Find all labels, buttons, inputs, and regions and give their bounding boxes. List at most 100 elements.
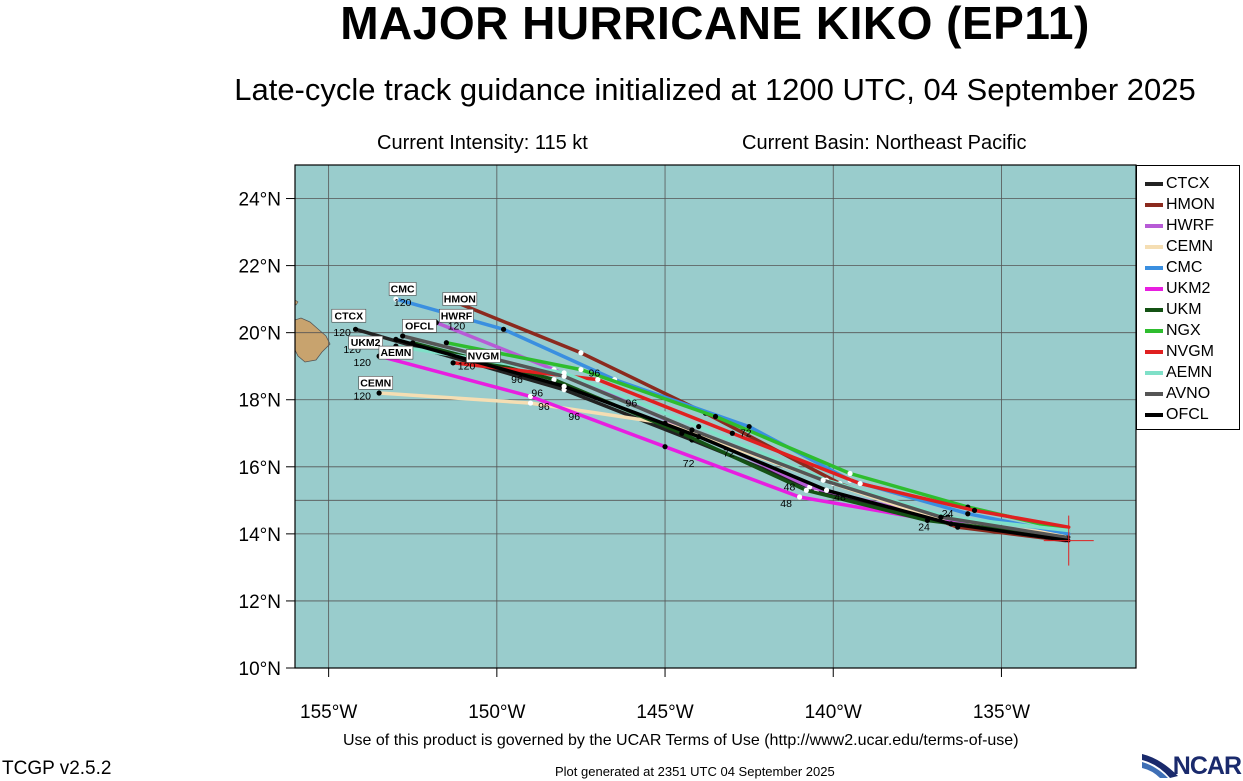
legend-item-cemn: CEMN: [1145, 237, 1213, 257]
lat-tick-label: 10°N: [239, 659, 281, 680]
model-end-label-box: [439, 308, 474, 323]
legend-item-aemn: AEMN: [1145, 363, 1212, 383]
legend-swatch: [1145, 371, 1163, 375]
forecast-point: [578, 350, 584, 356]
legend-item-ukm2: UKM2: [1145, 279, 1210, 299]
forecast-point: [393, 296, 399, 302]
forecast-point: [803, 487, 809, 493]
forecast-hour-label: 72: [683, 458, 695, 470]
forecast-hour-label: 24: [918, 522, 930, 534]
legend-label: UKM: [1166, 301, 1202, 318]
forecast-point: [847, 470, 853, 477]
legend-item-hmon: HMON: [1145, 195, 1215, 215]
lat-tick-label: 16°N: [239, 458, 281, 479]
lon-tick-label: 135°W: [973, 702, 1030, 723]
legend-swatch: [1145, 413, 1163, 417]
terms-of-use-notice: Use of this product is governed by the U…: [343, 732, 1019, 749]
model-end-label: UKM2: [351, 337, 381, 349]
forecast-point: [696, 423, 702, 430]
lat-tick-label: 18°N: [239, 391, 281, 412]
legend-label: NVGM: [1166, 343, 1214, 360]
forecast-point: [561, 373, 567, 379]
lat-tick-label: 20°N: [239, 324, 281, 345]
model-end-label-box: [348, 335, 383, 350]
legend-item-ngx: NGX: [1145, 321, 1201, 341]
forecast-hour-label: 120: [333, 327, 351, 339]
forecast-hour-label: 96: [626, 397, 638, 409]
forecast-point: [595, 377, 601, 383]
forecast-point: [797, 494, 803, 500]
forecast-point: [393, 336, 399, 342]
legend-swatch: [1145, 329, 1163, 333]
model-end-label-box: [378, 345, 414, 360]
legend-item-cmc: CMC: [1145, 258, 1202, 278]
legend-item-avno: AVNO: [1145, 384, 1210, 404]
model-end-label-box: [402, 319, 437, 333]
legend-item-ukm: UKM: [1145, 300, 1202, 320]
forecast-point: [965, 511, 971, 517]
legend-swatch: [1145, 245, 1163, 249]
forecast-point: [729, 430, 735, 436]
forecast-point: [527, 400, 534, 406]
legend-label: CMC: [1166, 259, 1203, 276]
forecast-hour-label: 120: [458, 361, 476, 373]
forecast-point: [823, 487, 830, 493]
forecast-point: [527, 393, 534, 399]
model-end-label: HWRF: [441, 310, 473, 322]
model-end-label-box: [442, 292, 478, 306]
legend-swatch: [1145, 287, 1163, 291]
legend-label: CEMN: [1166, 238, 1214, 255]
forecast-point: [578, 366, 584, 373]
forecast-hour-label: 48: [784, 481, 796, 493]
lat-tick-label: 24°N: [239, 190, 281, 211]
lat-tick-label: 22°N: [239, 257, 281, 278]
forecast-hour-label: 120: [448, 320, 466, 332]
forecast-point: [376, 390, 382, 396]
forecast-hour-label: 96: [538, 401, 550, 413]
forecast-hour-label: 120: [354, 357, 372, 369]
legend-swatch: [1145, 182, 1163, 186]
legend-swatch: [1145, 392, 1163, 396]
legend-item-hwrf: HWRF: [1145, 216, 1214, 236]
page-subtitle: Late-cycle track guidance initialized at…: [234, 72, 1196, 107]
legend-label: AEMN: [1166, 364, 1213, 381]
legend-label: AVNO: [1166, 385, 1211, 402]
ncar-logo-text: NCAR: [1172, 752, 1242, 780]
forecast-point: [551, 377, 557, 383]
legend-swatch: [1145, 350, 1163, 354]
lat-tick-label: 14°N: [239, 525, 281, 546]
lat-tick-label: 12°N: [239, 592, 281, 613]
legend-item-ctcx: CTCX: [1145, 174, 1210, 194]
ncar-swoosh-icon: [1142, 754, 1178, 778]
forecast-point: [662, 444, 668, 450]
model-end-label: CEMN: [360, 377, 391, 389]
forecast-hour-label: 120: [354, 391, 372, 403]
ncar-logo: NCAR: [1140, 748, 1243, 780]
page-title: MAJOR HURRICANE KIKO (EP11): [340, 0, 1090, 49]
track-ofcl: [394, 337, 1071, 543]
track-avno: [400, 334, 1068, 539]
forecast-point: [443, 340, 449, 346]
legend-label: UKM2: [1166, 280, 1211, 297]
forecast-point: [971, 507, 978, 513]
version-label: TCGP v2.5.2: [2, 758, 112, 779]
forecast-point: [712, 413, 719, 420]
lon-tick-label: 155°W: [300, 702, 357, 723]
forecast-point: [938, 514, 944, 520]
legend-label: CTCX: [1166, 175, 1210, 192]
legend-item-nvgm: NVGM: [1145, 342, 1214, 362]
current-basin: Current Basin: Northeast Pacific: [742, 132, 1027, 154]
model-end-label: AEMN: [380, 347, 411, 359]
forecast-hour-label: 120: [394, 297, 412, 309]
forecast-point: [948, 521, 954, 527]
forecast-hour-label: 48: [834, 491, 846, 503]
forecast-point: [400, 333, 406, 339]
forecast-hour-label: 96: [531, 387, 543, 399]
legend-swatch: [1145, 308, 1163, 312]
current-intensity: Current Intensity: 115 kt: [377, 132, 588, 154]
generated-timestamp: Plot generated at 2351 UTC 04 September …: [555, 764, 835, 779]
model-end-label: OFCL: [405, 320, 434, 332]
legend-swatch: [1145, 224, 1163, 228]
forecast-hour-label: 72: [723, 448, 735, 460]
